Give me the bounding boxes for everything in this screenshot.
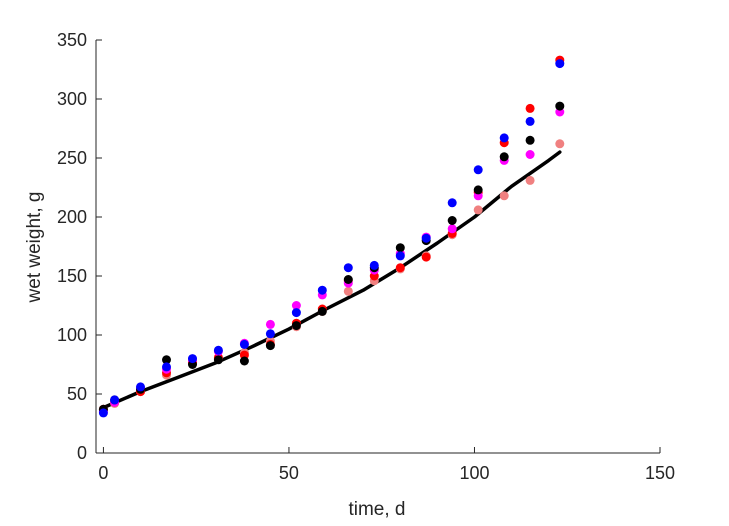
- data-point-series-4: [213, 355, 223, 365]
- data-point-series-5: [110, 395, 120, 405]
- data-point-series-5: [213, 345, 223, 355]
- y-tick-label: 150: [57, 266, 87, 286]
- x-tick-label: 100: [459, 463, 489, 483]
- data-point-series-4: [343, 275, 353, 284]
- y-tick-label: 200: [57, 207, 87, 227]
- y-tick-label: 50: [67, 384, 87, 404]
- data-point-series-5: [136, 382, 145, 392]
- y-tick-label: 100: [57, 325, 87, 345]
- axes: 0 50 100 150 0 50 100 150 200 250 300 350: [57, 30, 675, 483]
- data-points: [98, 55, 565, 418]
- data-point-series-3: [447, 224, 457, 234]
- data-point-series-5: [447, 198, 457, 208]
- y-tick-label: 250: [57, 148, 87, 168]
- fit-curve: [101, 150, 562, 410]
- data-point-series-5: [239, 339, 249, 349]
- y-tick-label: 0: [77, 443, 87, 463]
- data-point-series-4: [162, 355, 171, 365]
- data-point-series-5: [265, 329, 275, 339]
- data-point-series-4: [555, 101, 565, 111]
- data-point-series-4: [317, 306, 327, 316]
- data-point-series-5: [473, 165, 483, 175]
- data-point-series-4: [447, 216, 457, 225]
- data-point-series-5: [98, 408, 108, 418]
- data-point-series-4: [473, 185, 483, 195]
- y-axis-label: wet weight, g: [24, 192, 45, 304]
- data-point-series-4: [499, 152, 509, 162]
- data-point-series-5: [421, 233, 431, 243]
- x-tick-label: 0: [98, 463, 108, 483]
- data-point-series-1: [473, 205, 483, 215]
- y-tick-label: 350: [57, 30, 87, 50]
- data-point-series-5: [291, 308, 301, 318]
- data-point-series-5: [188, 354, 197, 364]
- fit-curve-layer: [101, 150, 562, 410]
- data-point-series-5: [525, 116, 535, 126]
- data-point-series-2: [421, 252, 431, 262]
- data-point-series-3: [291, 301, 301, 310]
- x-tick-label: 50: [279, 463, 299, 483]
- x-tick-label: 150: [645, 463, 675, 483]
- data-point-series-1: [555, 139, 565, 149]
- data-point-series-5: [395, 251, 405, 261]
- data-point-series-1: [499, 191, 509, 201]
- x-axis-label: time, d: [348, 499, 405, 520]
- data-point-series-5: [499, 133, 509, 143]
- data-point-series-4: [395, 243, 405, 253]
- data-point-series-4: [291, 321, 301, 331]
- data-point-series-1: [343, 286, 353, 296]
- data-point-series-4: [265, 341, 275, 351]
- data-point-series-2: [525, 103, 535, 113]
- data-point-series-4: [525, 135, 535, 145]
- data-point-series-2: [395, 263, 405, 273]
- data-point-series-5: [162, 362, 171, 372]
- data-point-series-5: [555, 59, 565, 69]
- data-point-series-5: [343, 263, 353, 273]
- y-tick-label: 300: [57, 89, 87, 109]
- data-point-series-5: [317, 285, 327, 295]
- data-point-series-3: [525, 150, 535, 159]
- data-point-series-1: [525, 175, 535, 185]
- data-point-series-5: [369, 260, 379, 270]
- data-point-series-4: [239, 356, 249, 366]
- data-point-series-3: [265, 319, 275, 329]
